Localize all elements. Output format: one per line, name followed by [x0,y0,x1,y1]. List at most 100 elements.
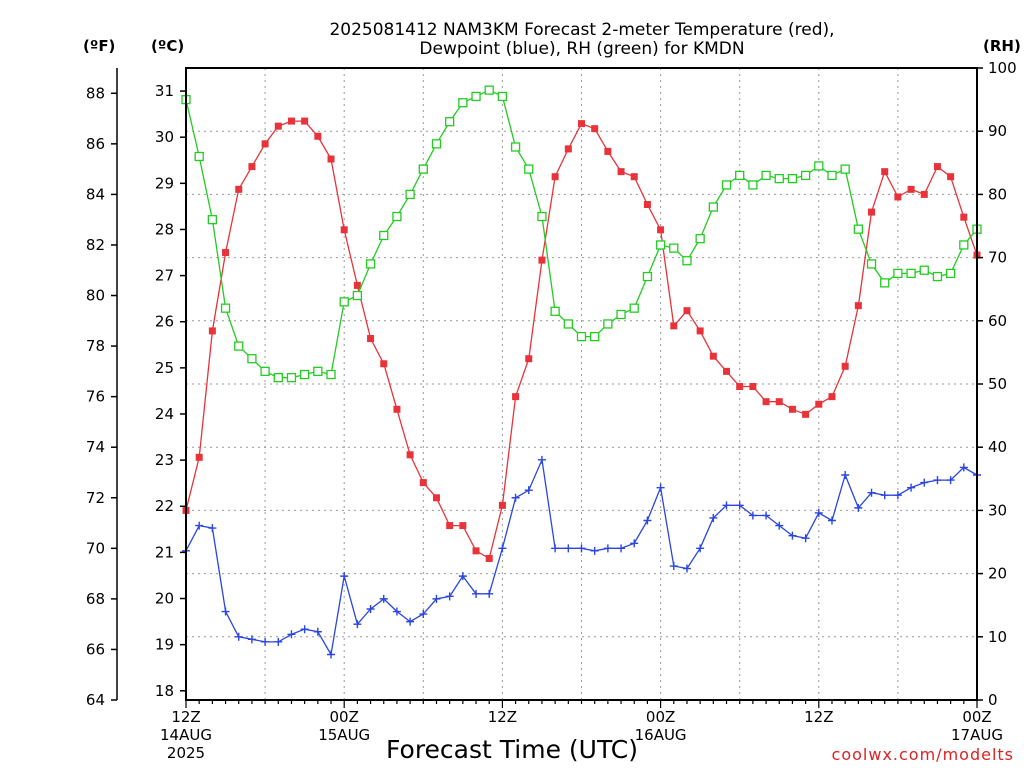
dewpoint-point [959,463,968,472]
celsius-tick-label: 19 [155,636,174,654]
dewpoint-point [603,544,612,553]
rh-point [906,268,916,279]
rh-point [484,85,494,95]
dewpoint-point [841,471,850,480]
dewpoint-point [854,503,863,512]
temperature-point [749,383,757,391]
temperature-point [604,147,612,155]
rh-point [313,366,323,377]
temperature-point [327,155,335,163]
dewpoint-point [827,516,836,525]
celsius-tick-label: 31 [155,82,174,100]
celsius-tick-label: 29 [155,174,174,192]
temperature-point [960,213,968,221]
rh-point [260,366,270,377]
temperature-point [854,302,862,310]
rh-tick-label: 50 [988,375,1007,393]
rh-tick-label: 100 [988,59,1017,77]
time-tick-label: 12Z [804,708,833,726]
temperature-point [287,117,295,125]
rh-tick-label: 60 [988,312,1007,330]
credit-text: coolwx.com/modelts [832,745,1014,764]
dewpoint-point [234,632,243,641]
rh-point [286,373,297,383]
dewpoint-point [195,521,204,530]
temperature-point [353,281,361,289]
fahrenheit-tick-label: 88 [86,84,105,102]
celsius-unit-label: (ºC) [151,37,184,55]
dewpoint-point [208,524,217,533]
temperature-point [841,362,849,370]
dewpoint-point [313,627,322,636]
temperature-point [947,173,955,181]
rh-axis: 0 10 20 30 40 50 60 70 80 90 100 [977,59,1017,709]
rh-point [629,303,639,313]
rh-tick-label: 90 [988,122,1007,140]
time-tick-label: 00Z [330,708,359,726]
temperature-point [512,393,520,401]
rh-point [590,331,600,342]
rh-series [181,85,982,383]
rh-point [761,170,771,181]
rh-point [550,306,560,316]
rh-tick-label: 40 [988,438,1007,456]
celsius-tick-label: 21 [155,543,174,561]
rh-point [445,117,455,127]
rh-point [721,180,732,190]
rh-point [576,331,587,342]
celsius-tick-label: 28 [155,220,174,238]
temperature-point [208,327,216,335]
dewpoint-point [656,483,665,492]
time-tick-label: 15AUG [318,726,370,744]
temperature-point [920,190,928,198]
rh-point [708,202,718,212]
fahrenheit-tick-label: 66 [86,640,105,658]
x-axis-label: Forecast Time (UTC) [386,735,638,764]
temperature-point [788,405,796,413]
rh-point [365,259,376,269]
dewpoint-point [801,534,810,543]
rh-point [247,354,257,364]
rh-point [959,240,969,250]
rh-point [431,139,442,149]
rh-point [352,290,363,301]
fahrenheit-tick-label: 82 [86,236,105,254]
rh-point [735,170,745,181]
dewpoint-point [762,511,771,520]
rh-unit-label: (RH) [983,37,1021,55]
temperature-point [828,393,836,401]
celsius-tick-label: 24 [155,405,174,423]
temperature-point [340,226,348,234]
fahrenheit-axis: 64 66 68 70 72 74 76 78 80 82 84 86 88 [86,68,118,709]
temperature-point [736,383,744,391]
dewpoint-point [419,610,428,619]
dewpoint-point [287,630,296,639]
fahrenheit-tick-label: 64 [86,691,105,709]
temperature-point [551,173,559,181]
rh-tick-label: 0 [988,691,998,709]
dewpoint-point [893,491,902,500]
temperature-point [419,479,427,487]
time-tick-label: 12Z [171,708,200,726]
temperature-point [301,117,309,125]
dewpoint-point [788,531,797,540]
temperature-point [683,307,691,315]
rh-point [748,180,758,190]
dewpoint-point [630,539,639,548]
temperature-point [775,398,783,406]
dewpoint-point [564,544,573,553]
temperature-point [222,249,230,257]
rh-point [695,233,705,244]
temperature-point [432,494,440,502]
dewpoint-point [617,544,626,553]
rh-point [853,224,863,234]
temperature-point [630,173,638,181]
rh-point [827,170,837,181]
dewpoint-point [392,607,401,616]
time-tick-label: 2025 [167,744,205,762]
celsius-tick-label: 18 [155,682,174,700]
dewpoint-point [696,544,705,553]
celsius-tick-label: 20 [155,590,174,608]
rh-point [510,142,521,152]
